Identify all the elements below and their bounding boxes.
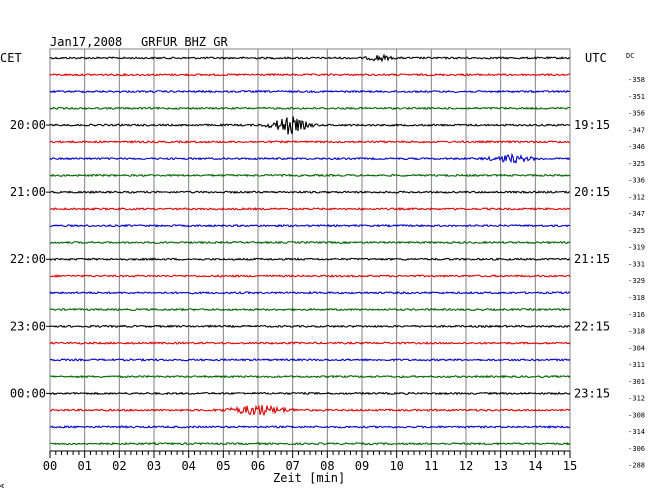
dc-offset-label: -311 [628,361,645,369]
dc-offset-label: -316 [628,311,645,319]
x-axis: 00 01 02 03 04 05 06 07 08 09 10 11 12 13 14 15 [43,450,577,473]
trace-2 [49,89,571,94]
dc-offset-label: -318 [628,294,645,302]
trace-21 [49,404,571,417]
trace-16 [49,324,571,329]
trace-20 [49,391,571,396]
x-tick-label: 11 [424,459,438,473]
x-tick-label: 13 [493,459,507,473]
x-tick-label: 08 [320,459,334,473]
dc-offset-label: -351 [628,93,645,101]
dc-offset-label: -312 [628,395,645,403]
dc-offset-label: -325 [628,160,645,168]
x-tick-label: 06 [251,459,265,473]
trace-18 [49,357,571,362]
x-tick-label: 02 [112,459,126,473]
x-tick-label: 03 [147,459,161,473]
right-time-label: 21:15 [574,252,610,266]
right-timezone-label: UTC [585,51,607,65]
corner-mark: A [0,483,6,488]
x-tick-label: 07 [285,459,299,473]
dc-offset-label: -325 [628,227,645,235]
x-tick-label: 04 [181,459,195,473]
trace-6 [49,152,571,164]
time-label-group: 20:00 21:00 22:00 23:00 00:00 19:15 20:15 21:15… [10,76,645,470]
trace-14 [49,290,571,295]
dc-offset-label: -358 [628,76,645,84]
dc-offset-label: -306 [628,445,645,453]
left-time-label: 23:00 [10,319,46,333]
dc-offset-label: -312 [628,193,645,201]
trace-9 [49,206,571,211]
right-time-label: 20:15 [574,185,610,199]
dc-offset-label: -347 [628,210,645,218]
plot-frame [49,48,571,452]
dc-offset-label: -346 [628,143,645,151]
right-time-label: 23:15 [574,386,610,400]
x-tick-label: 10 [389,459,403,473]
trace-1 [49,72,571,77]
left-time-label: 20:00 [10,118,46,132]
dc-offset-label: -288 [628,462,645,470]
left-time-label: 00:00 [10,386,46,400]
x-tick-label: 05 [216,459,230,473]
trace-10 [50,223,571,228]
x-tick-label: 00 [43,459,57,473]
dc-offset-label: -308 [628,411,645,419]
x-tick-label: 01 [77,459,91,473]
trace-19 [49,374,571,379]
trace-12 [49,257,571,262]
x-tick-label: 12 [459,459,473,473]
trace-3 [49,106,571,111]
dc-offset-label: -301 [628,378,645,386]
trace-0 [49,53,571,63]
dc-offset-label: -356 [628,110,645,118]
x-tick-label: 14 [528,459,542,473]
left-time-label: 21:00 [10,185,46,199]
x-tick-label: 09 [355,459,369,473]
trace-23 [49,441,571,446]
x-tick-label: 15 [563,459,577,473]
trace-8 [49,190,571,195]
trace-7 [49,173,571,178]
dc-offset-label: -347 [628,126,645,134]
left-time-label: 22:00 [10,252,46,266]
left-timezone-label: CET [0,51,22,65]
chart-station: GRFUR BHZ GR [141,35,228,49]
trace-group [49,53,571,446]
dc-offset-label: -314 [628,428,645,436]
trace-17 [49,341,571,345]
x-axis-label: Zeit [min] [273,471,345,485]
dc-offset-label: -336 [628,177,645,185]
dc-offset-label: -318 [628,328,645,336]
right-time-label: 19:15 [574,118,610,132]
trace-5 [49,140,571,144]
dc-offset-label: -319 [628,244,645,252]
trace-4 [49,116,571,135]
trace-22 [49,424,571,429]
dc-offset-label: -329 [628,277,645,285]
dc-offset-label: -304 [628,344,645,352]
dc-column-label: DC [626,52,634,60]
right-time-label: 22:15 [574,319,610,333]
trace-11 [49,240,571,245]
trace-15 [49,307,571,312]
dc-offset-label: -331 [628,260,645,268]
grid-lines [49,48,571,452]
trace-13 [49,274,571,278]
chart-date: Jan17,2008 [50,35,122,49]
